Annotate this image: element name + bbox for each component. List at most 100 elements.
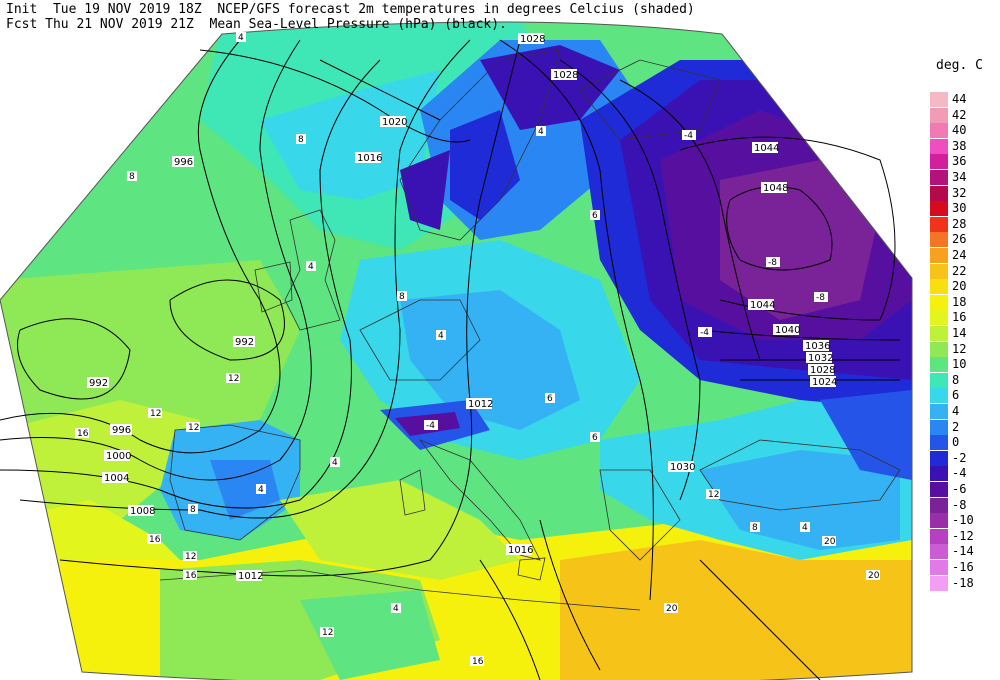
temp-label: 12 (186, 422, 200, 433)
svg-text:1004: 1004 (104, 473, 129, 484)
isobar-label: 1000 (104, 450, 131, 462)
temp-label: 8 (750, 522, 760, 533)
temp-label: 8 (188, 504, 198, 515)
temp-label: 6 (590, 210, 600, 221)
legend-swatch (930, 279, 948, 295)
isobar-label: 1032 (806, 352, 833, 364)
legend-label: 24 (952, 248, 967, 262)
isobar-label: 1004 (102, 472, 129, 484)
svg-text:4: 4 (438, 331, 444, 341)
isobar-label: 1044 (748, 299, 775, 311)
legend-label: 34 (952, 170, 967, 184)
svg-text:16: 16 (472, 657, 484, 667)
legend-label: -18 (952, 575, 974, 590)
legend-swatch (930, 232, 948, 248)
svg-text:1020: 1020 (382, 117, 407, 128)
svg-text:4: 4 (332, 458, 338, 468)
legend-label: 26 (952, 232, 967, 247)
temp-label: 12 (226, 373, 240, 384)
svg-text:1016: 1016 (508, 545, 533, 556)
isobars (0, 39, 901, 680)
legend-label: -6 (952, 482, 967, 496)
svg-text:12: 12 (322, 628, 333, 638)
svg-text:8: 8 (752, 523, 758, 533)
isobar-labels: 1028 1028 1020 1016 996 992 992 996 1000… (87, 33, 837, 582)
svg-text:4: 4 (538, 127, 544, 137)
isobar-label: 1036 (803, 340, 830, 352)
svg-text:-4: -4 (700, 328, 709, 338)
svg-text:4: 4 (393, 604, 399, 614)
legend-label: 6 (952, 388, 960, 403)
legend-swatch (930, 372, 948, 388)
svg-text:1036: 1036 (805, 341, 830, 352)
legend-swatch (930, 216, 948, 232)
svg-text:1000: 1000 (106, 451, 131, 462)
temp-label: -4 (682, 130, 696, 141)
svg-text:8: 8 (298, 135, 304, 145)
legend-label: 2 (952, 419, 960, 434)
svg-text:12: 12 (185, 552, 196, 562)
isobar-label: 1008 (128, 505, 155, 517)
legend-swatch (930, 450, 948, 466)
temp-label: 8 (397, 291, 407, 302)
legend-swatch (930, 341, 948, 357)
legend-swatch (930, 357, 948, 373)
svg-text:8: 8 (190, 505, 196, 515)
legend-label: 36 (952, 154, 967, 169)
svg-text:1030: 1030 (670, 462, 695, 473)
svg-text:1012: 1012 (238, 571, 263, 582)
legend-label: -16 (952, 560, 974, 574)
temp-label: 16 (75, 428, 89, 439)
svg-text:1040: 1040 (775, 325, 800, 336)
legend-swatch (930, 544, 948, 560)
temp-label: 6 (590, 432, 600, 443)
legend-swatch (930, 92, 948, 107)
legend-label: 4 (952, 404, 960, 418)
legend-swatch (930, 263, 948, 279)
color-legend: 44 42 40 38 36 34 32 30 28 26 24 22 20 18 16 14 12 10 8 6 4 2… (930, 92, 990, 592)
isobar-label: 992 (233, 336, 255, 348)
svg-text:1008: 1008 (130, 506, 155, 517)
temp-label: 4 (436, 330, 446, 341)
temperature-labels: 4 8 8 8 4 4 6 4 -4 -8 -8 -4 12 12 16 12 … (75, 32, 880, 667)
isobar-label: 1028 (808, 364, 835, 376)
svg-text:4: 4 (238, 33, 244, 43)
temp-label: 12 (706, 489, 720, 500)
legend-label: 44 (952, 92, 967, 106)
isobar-label: 1028 (551, 69, 578, 81)
temp-label: -8 (766, 257, 780, 268)
legend-swatch (930, 107, 948, 123)
isobar-label: 1020 (380, 116, 407, 128)
isobar-label: 996 (110, 424, 132, 436)
legend-label: 40 (952, 123, 967, 138)
legend-label: 18 (952, 294, 967, 309)
legend-swatch (930, 154, 948, 170)
legend-label: -8 (952, 497, 967, 512)
temp-label: 20 (664, 603, 678, 614)
svg-text:16: 16 (149, 535, 161, 545)
svg-text:1012: 1012 (468, 399, 493, 410)
temp-label: 16 (183, 570, 197, 581)
svg-text:1024: 1024 (812, 377, 837, 388)
svg-text:12: 12 (708, 490, 719, 500)
isobar-label: 1016 (355, 152, 382, 164)
temp-label: -4 (698, 327, 712, 338)
legend-title: deg. C (936, 58, 983, 73)
legend-swatch (930, 310, 948, 326)
legend-swatch (930, 513, 948, 529)
isobar-label: 1024 (810, 376, 837, 388)
temp-label: 8 (127, 171, 137, 182)
svg-text:4: 4 (258, 485, 264, 495)
temp-label: 4 (391, 603, 401, 614)
legend-swatch (930, 185, 948, 201)
isobar-label: 1016 (506, 544, 533, 556)
isobar-label: 1012 (466, 398, 493, 410)
temp-label: 4 (536, 126, 546, 137)
svg-text:-4: -4 (684, 131, 693, 141)
legend-swatch (930, 560, 948, 575)
legend-label: 42 (952, 107, 967, 122)
svg-text:1048: 1048 (763, 183, 788, 194)
isobar-label: 1044 (752, 142, 779, 154)
svg-text:6: 6 (547, 394, 553, 404)
